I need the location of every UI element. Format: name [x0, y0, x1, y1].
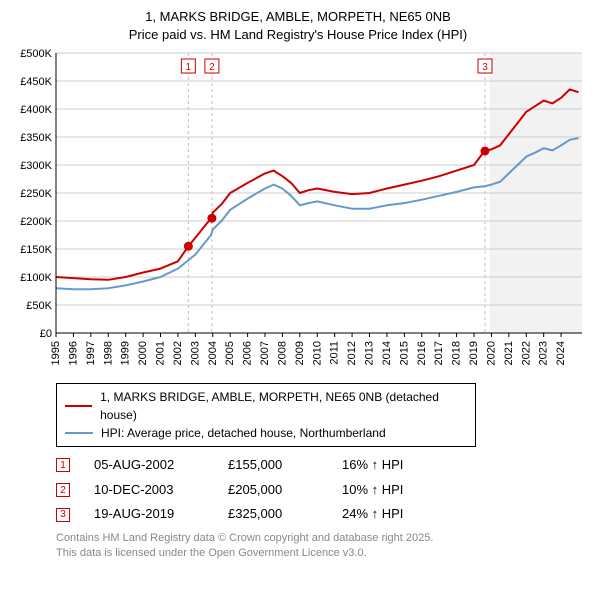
sale-marker: 3	[56, 508, 70, 522]
svg-text:2011: 2011	[329, 341, 341, 365]
svg-text:2003: 2003	[189, 341, 201, 365]
sale-price: £155,000	[228, 453, 318, 478]
svg-text:2022: 2022	[520, 341, 532, 365]
chart-area: £0 £50K £100K £150K £200K £250K £300K £350K £400…	[8, 47, 588, 377]
sale-marker: 2	[56, 483, 70, 497]
legend-swatch	[65, 405, 92, 407]
svg-text:£50K: £50K	[26, 300, 52, 312]
legend-label: HPI: Average price, detached house, Nort…	[101, 424, 386, 442]
title-line-1: 1, MARKS BRIDGE, AMBLE, MORPETH, NE65 0N…	[8, 8, 588, 26]
sale-hpi: 10% ↑ HPI	[342, 478, 403, 503]
svg-text:2013: 2013	[364, 341, 376, 365]
attribution: Contains HM Land Registry data © Crown c…	[56, 531, 588, 561]
svg-text:2020: 2020	[485, 341, 497, 365]
svg-text:£450K: £450K	[20, 76, 52, 88]
svg-text:2014: 2014	[381, 341, 393, 365]
svg-text:2006: 2006	[242, 341, 254, 365]
svg-text:2002: 2002	[172, 341, 184, 365]
svg-text:£250K: £250K	[20, 188, 52, 200]
svg-text:2018: 2018	[451, 341, 463, 365]
svg-text:2007: 2007	[259, 341, 271, 365]
svg-text:3: 3	[482, 62, 488, 73]
sales-table: 1 05-AUG-2002 £155,000 16% ↑ HPI 2 10-DEC-200…	[56, 453, 588, 527]
sales-row: 1 05-AUG-2002 £155,000 16% ↑ HPI	[56, 453, 588, 478]
svg-text:2004: 2004	[207, 341, 219, 365]
svg-text:1998: 1998	[102, 341, 114, 365]
chart-container: 1, MARKS BRIDGE, AMBLE, MORPETH, NE65 0N…	[0, 0, 600, 590]
sales-row: 2 10-DEC-2003 £205,000 10% ↑ HPI	[56, 478, 588, 503]
legend-label: 1, MARKS BRIDGE, AMBLE, MORPETH, NE65 0N…	[100, 388, 467, 424]
sale-price: £325,000	[228, 502, 318, 527]
sale-price: £205,000	[228, 478, 318, 503]
svg-text:£300K: £300K	[20, 160, 52, 172]
sale-date: 19-AUG-2019	[94, 502, 204, 527]
svg-text:£350K: £350K	[20, 132, 52, 144]
svg-text:£500K: £500K	[20, 48, 52, 60]
svg-text:2010: 2010	[311, 341, 323, 365]
svg-text:2024: 2024	[555, 341, 567, 365]
sale-date: 05-AUG-2002	[94, 453, 204, 478]
svg-text:2023: 2023	[538, 341, 550, 365]
svg-text:£100K: £100K	[20, 272, 52, 284]
svg-text:2019: 2019	[468, 341, 480, 365]
svg-text:2017: 2017	[433, 341, 445, 365]
svg-text:1: 1	[186, 62, 192, 73]
svg-text:2021: 2021	[503, 341, 515, 365]
legend-row: 1, MARKS BRIDGE, AMBLE, MORPETH, NE65 0N…	[65, 388, 467, 424]
svg-text:2015: 2015	[398, 341, 410, 365]
sale-date: 10-DEC-2003	[94, 478, 204, 503]
svg-text:£200K: £200K	[20, 216, 52, 228]
chart-svg: £0 £50K £100K £150K £200K £250K £300K £350K £400…	[8, 47, 588, 377]
svg-text:2009: 2009	[294, 341, 306, 365]
svg-text:1997: 1997	[85, 341, 97, 365]
svg-text:1995: 1995	[50, 341, 62, 365]
svg-text:2: 2	[209, 62, 215, 73]
title-block: 1, MARKS BRIDGE, AMBLE, MORPETH, NE65 0N…	[8, 8, 588, 43]
svg-text:£150K: £150K	[20, 244, 52, 256]
sale-marker: 1	[56, 458, 70, 472]
sale-hpi: 24% ↑ HPI	[342, 502, 403, 527]
legend-swatch	[65, 432, 93, 434]
svg-text:2000: 2000	[137, 341, 149, 365]
legend-row: HPI: Average price, detached house, Nort…	[65, 424, 467, 442]
sale-hpi: 16% ↑ HPI	[342, 453, 403, 478]
svg-text:2008: 2008	[276, 341, 288, 365]
attribution-line-2: This data is licensed under the Open Gov…	[56, 546, 588, 561]
title-line-2: Price paid vs. HM Land Registry's House …	[8, 26, 588, 44]
svg-text:2016: 2016	[416, 341, 428, 365]
attribution-line-1: Contains HM Land Registry data © Crown c…	[56, 531, 588, 546]
svg-text:£400K: £400K	[20, 104, 52, 116]
svg-text:£0: £0	[40, 328, 52, 340]
svg-text:1996: 1996	[67, 341, 79, 365]
svg-text:2012: 2012	[346, 341, 358, 365]
svg-text:1999: 1999	[120, 341, 132, 365]
sales-row: 3 19-AUG-2019 £325,000 24% ↑ HPI	[56, 502, 588, 527]
svg-text:2005: 2005	[224, 341, 236, 365]
svg-text:2001: 2001	[155, 341, 167, 365]
legend: 1, MARKS BRIDGE, AMBLE, MORPETH, NE65 0N…	[56, 383, 476, 447]
